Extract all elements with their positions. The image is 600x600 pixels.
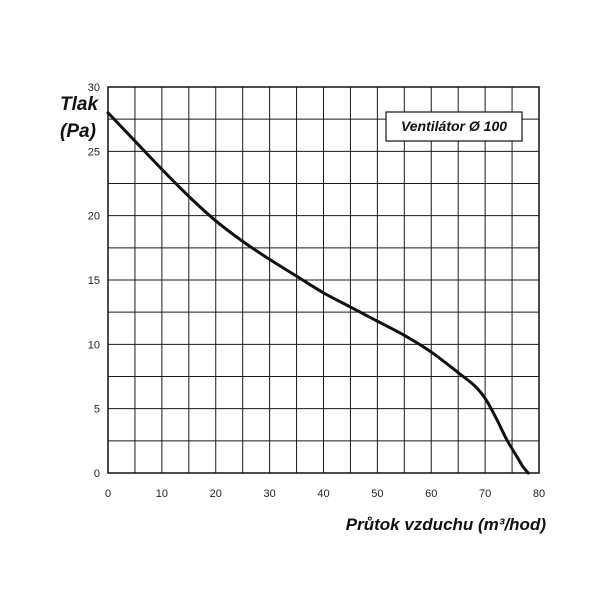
- y-tick-label: 20: [88, 211, 100, 223]
- y-tick-label: 30: [88, 82, 100, 94]
- x-tick-label: 50: [371, 488, 383, 500]
- x-tick-label: 30: [264, 488, 276, 500]
- y-axis-title-line1: Tlak: [60, 94, 99, 115]
- y-tick-label: 10: [88, 339, 100, 351]
- y-tick-label: 5: [94, 404, 100, 416]
- y-axis-title-line2: (Pa): [60, 121, 96, 142]
- x-tick-label: 0: [105, 488, 111, 500]
- x-tick-label: 40: [317, 488, 329, 500]
- pressure-flow-curve: [106, 111, 530, 475]
- plot-frame: [107, 86, 540, 474]
- legend-frame: [385, 111, 523, 142]
- legend-label: Ventilátor Ø 100: [401, 118, 507, 134]
- y-tick-label: 0: [94, 468, 100, 480]
- tick-labels: 0 10 20 30 40 50 60 70 80 0 5 10 15 20 25 30: [88, 82, 545, 500]
- x-axis-title: Průtok vzduchu (m³/hod): [346, 515, 547, 534]
- y-tick-label: 15: [88, 275, 100, 287]
- x-tick-label: 70: [479, 488, 491, 500]
- x-tick-label: 20: [210, 488, 222, 500]
- x-tick-label: 80: [533, 488, 545, 500]
- y-tick-label: 25: [88, 146, 100, 158]
- grid: [107, 86, 540, 474]
- legend-box: Ventilátor Ø 100: [385, 111, 523, 142]
- x-tick-label: 10: [156, 488, 168, 500]
- x-tick-label: 60: [425, 488, 437, 500]
